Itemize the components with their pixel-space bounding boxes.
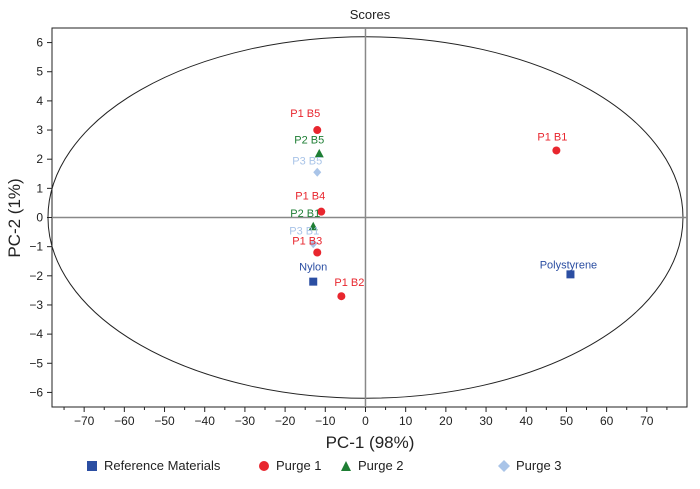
x-tick-label: −30 [235,414,256,428]
y-tick-label: 2 [36,152,43,166]
y-tick-label: 6 [36,36,43,50]
legend-label: Reference Materials [104,458,221,473]
y-tick-label: 4 [36,94,43,108]
data-point-p1-b4 [317,207,326,216]
data-point-p2-b1 [308,221,318,231]
triangle-marker-icon [341,460,351,471]
point-label-p1-b3: P1 B3 [292,235,322,247]
legend-label: Purge 1 [276,458,322,473]
point-label-nylon: Nylon [299,262,327,274]
y-tick-label: −3 [29,298,43,312]
point-label-polystyrene: Polystyrene [540,259,597,271]
point-label-p1-b5: P1 B5 [290,108,320,120]
legend-item-purge-2[interactable]: Purge 2 [340,458,404,473]
x-tick-label: 30 [479,414,493,428]
point-label-p1-b1: P1 B1 [537,131,567,143]
chart-title: Scores [350,7,391,22]
data-point-p2-b5 [314,148,324,158]
x-tick-label: 10 [399,414,413,428]
legend-label: Purge 3 [516,458,562,473]
point-label-p2-b1: P2 B1 [290,208,320,220]
y-tick-label: 5 [36,65,43,79]
y-tick-label: 0 [36,211,43,225]
x-tick-label: 40 [520,414,534,428]
data-point-polystyrene [566,270,575,279]
x-tick-label: 60 [600,414,614,428]
x-tick-label: −20 [275,414,296,428]
point-label-p1-b4: P1 B4 [295,191,325,203]
circle-marker-icon [259,460,269,471]
y-tick-label: −4 [29,327,43,341]
x-tick-label: 0 [362,414,369,428]
data-point-nylon [309,277,318,286]
x-tick-label: −50 [154,414,175,428]
x-tick-label: 50 [560,414,574,428]
y-tick-label: 1 [36,181,43,195]
point-label-p3-b1: P3 B1 [289,226,319,238]
data-point-p1-b5 [313,126,322,135]
data-point-p1-b3 [313,248,322,257]
legend: Reference Materials Purge 1 Purge 2 Purg… [86,458,686,478]
legend-item-purge-1[interactable]: Purge 1 [258,458,322,473]
y-tick-label: −5 [29,356,43,370]
x-tick-label: −60 [114,414,135,428]
point-label-p3-b5: P3 B5 [292,155,322,167]
y-tick-label: −1 [29,240,43,254]
x-tick-label: −10 [315,414,336,428]
x-axis-label: PC-1 (98%) [326,433,415,452]
y-axis-label: PC-2 (1%) [5,178,24,257]
y-tick-label: −6 [29,385,43,399]
legend-item-purge-3[interactable]: Purge 3 [498,458,562,473]
x-tick-label: 70 [640,414,654,428]
data-point-p1-b1 [552,146,561,155]
x-tick-label: 20 [439,414,453,428]
x-tick-label: −40 [195,414,216,428]
legend-label: Purge 2 [358,458,404,473]
y-tick-label: −2 [29,269,43,283]
data-point-p1-b2 [337,292,346,301]
square-marker-icon [87,460,97,471]
diamond-marker-icon [498,459,510,472]
point-label-p1-b2: P1 B2 [334,277,364,289]
point-label-p2-b5: P2 B5 [294,134,324,146]
data-point-p3-b1 [309,239,318,249]
legend-item-reference-materials[interactable]: Reference Materials [86,458,220,473]
y-tick-label: 3 [36,123,43,137]
data-point-p3-b5 [313,167,322,177]
x-tick-label: −70 [74,414,95,428]
